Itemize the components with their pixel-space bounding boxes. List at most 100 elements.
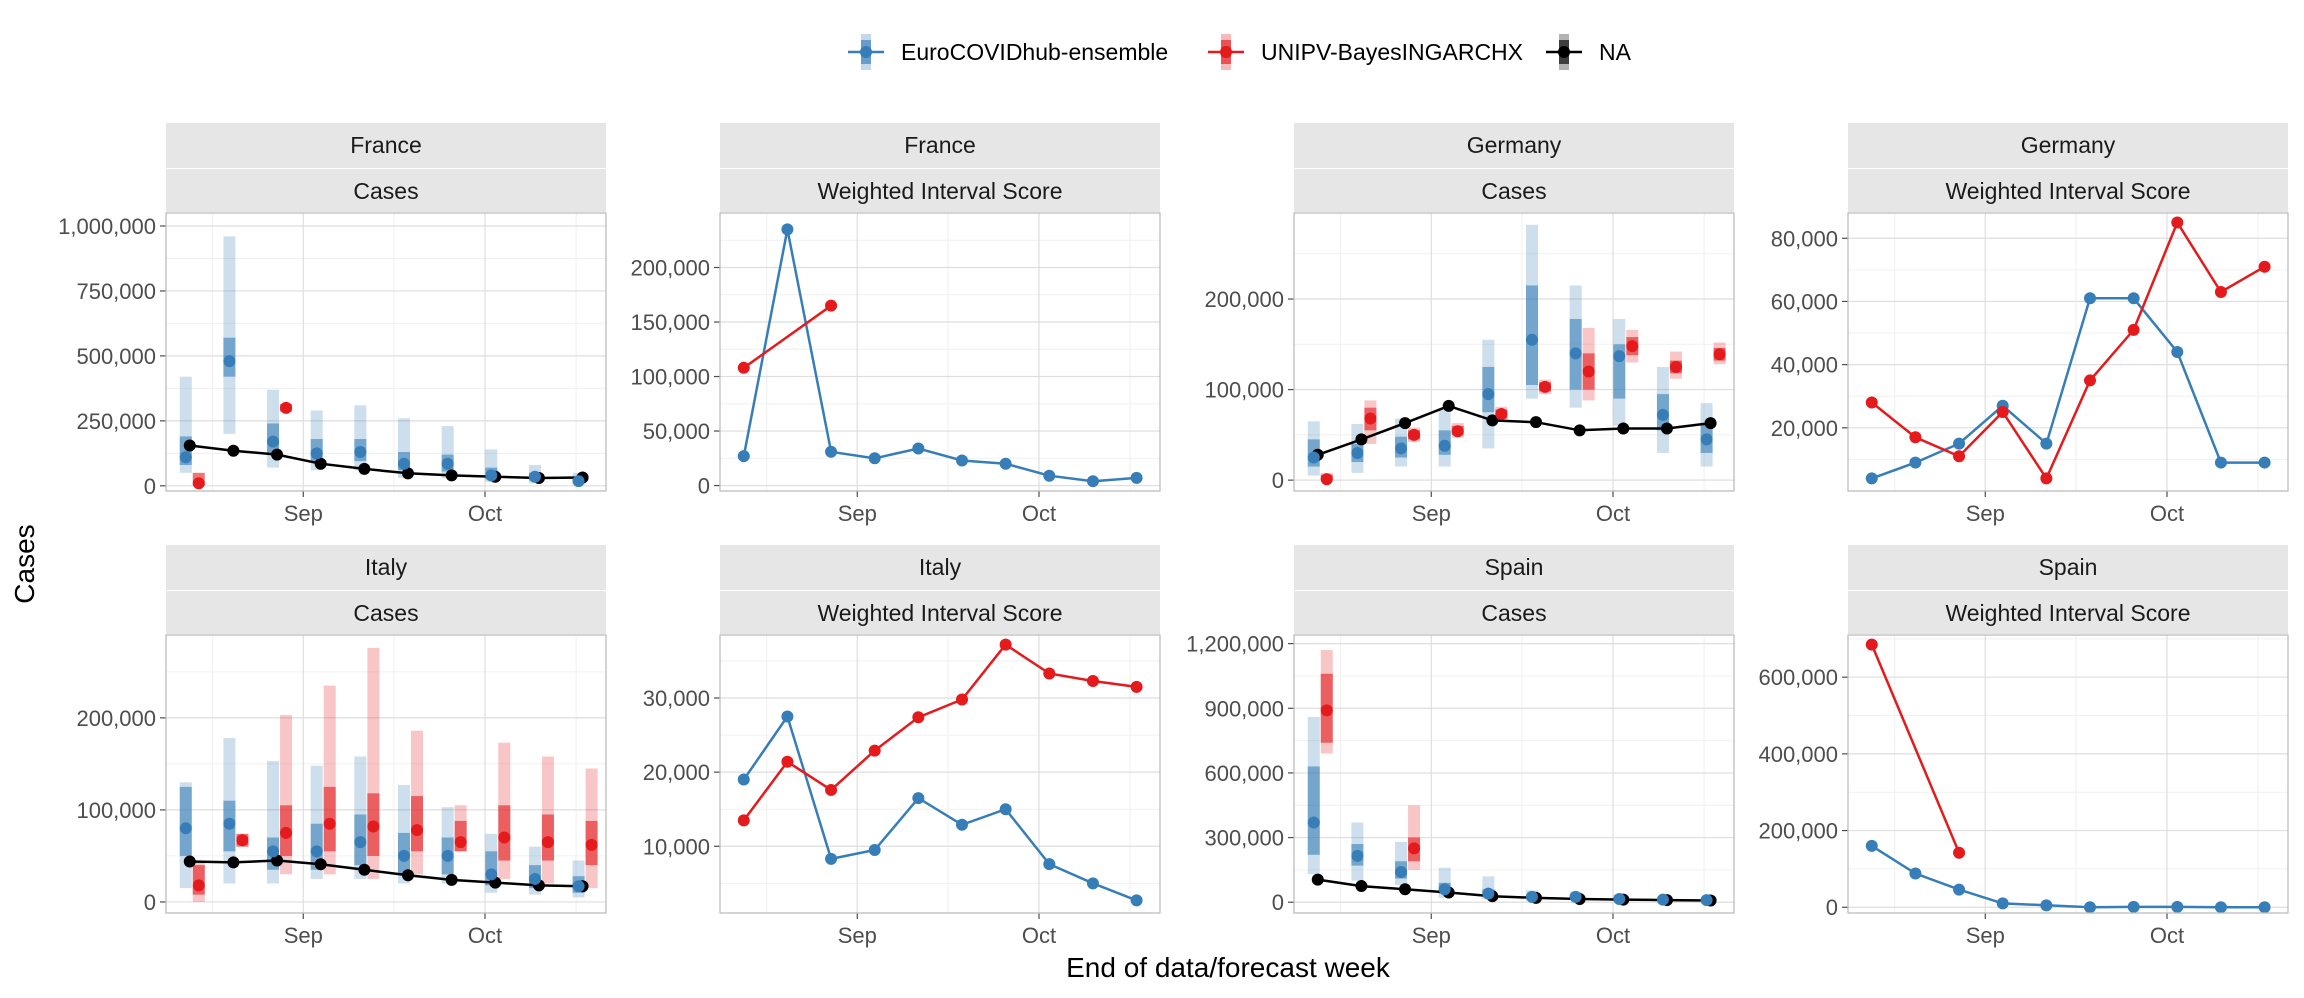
plot-data — [737, 638, 1143, 907]
strip-location: Germany — [1467, 132, 1562, 158]
unipv-bayesingarchx-point — [2258, 260, 2271, 273]
observed-point — [1660, 422, 1673, 435]
eurocovidhub-ensemble-point — [737, 450, 750, 463]
eurocovidhub-ensemble-point — [1043, 858, 1056, 871]
eurocovidhub-ensemble-median-point — [1526, 333, 1538, 346]
unipv-bayesingarchx-line — [742, 642, 1137, 822]
eurocovidhub-ensemble-median-point — [441, 849, 454, 862]
unipv-bayesingarchx-median-point — [280, 826, 293, 839]
legend-key-point — [1558, 46, 1570, 58]
unipv-bayesingarchx-point — [1086, 674, 1099, 687]
legend-item-eurocovidhub-ensemble: EuroCOVIDhub-ensemble — [848, 34, 1168, 70]
strip-background — [1294, 545, 1734, 590]
y-tick-label: 100,000 — [76, 798, 156, 823]
unipv-bayesingarchx-median-point — [1364, 412, 1377, 425]
unipv-bayesingarchx-median-point — [192, 477, 205, 490]
unipv-bayesingarchx-median-point — [1408, 842, 1421, 855]
observed-line — [189, 859, 583, 888]
eurocovidhub-ensemble-point — [868, 843, 881, 856]
strip-location: France — [904, 132, 976, 158]
eurocovidhub-ensemble-point — [2214, 456, 2227, 469]
legend-key-point — [1220, 46, 1232, 58]
eurocovidhub-ensemble-median-point — [1351, 446, 1364, 459]
plot-background — [1848, 635, 2288, 913]
eurocovidhub-ensemble-point — [1086, 475, 1099, 488]
strip-location: Italy — [365, 554, 408, 580]
panel-border — [1293, 634, 1735, 914]
eurocovidhub-ensemble-median-point — [1395, 442, 1408, 455]
unipv-bayesingarchx-point — [781, 755, 794, 768]
unipv-bayesingarchx-median-point — [192, 879, 205, 892]
eurocovidhub-ensemble-median-point — [1482, 388, 1495, 401]
strip-target: Weighted Interval Score — [817, 600, 1062, 626]
unipv-bayesingarchx-median-point — [1320, 473, 1333, 486]
y-tick-label: 80,000 — [1771, 226, 1838, 251]
observed-point — [1399, 417, 1412, 430]
eurocovidhub-ensemble-point — [2214, 901, 2227, 913]
observed-point — [402, 869, 414, 882]
observed-point — [1399, 883, 1412, 896]
eurocovidhub-ensemble-line — [742, 229, 1137, 483]
strip-background — [720, 591, 1160, 634]
strip-background — [1294, 591, 1734, 634]
strip-background — [1294, 169, 1734, 212]
y-axis-title: Cases — [9, 524, 40, 603]
unipv-bayesingarchx-point — [1953, 450, 1966, 463]
plot-background — [720, 213, 1160, 491]
eurocovidhub-ensemble-median-point — [267, 845, 280, 858]
eurocovidhub-ensemble-median-point — [1307, 451, 1320, 464]
eurocovidhub-ensemble-median-point — [1482, 887, 1495, 900]
eurocovidhub-ensemble-point — [1130, 894, 1143, 907]
unipv-bayesingarchx-point — [1865, 396, 1878, 409]
x-tick-label: Sep — [838, 923, 877, 948]
x-tick-label: Oct — [1596, 501, 1630, 526]
unipv-bayesingarchx-line — [1871, 219, 2266, 481]
eurocovidhub-ensemble-median-point — [267, 435, 280, 448]
observed-point — [1311, 873, 1324, 886]
unipv-bayesingarchx-median-point — [541, 836, 554, 849]
x-tick-label: Sep — [1412, 501, 1451, 526]
plot-data — [179, 647, 598, 902]
panel-border — [1293, 212, 1735, 492]
unipv-bayesingarchx-point — [2084, 374, 2096, 387]
eurocovidhub-ensemble-line — [1871, 844, 2265, 909]
legend: EuroCOVIDhub-ensemble UNIPV-BayesINGARCHX… — [848, 34, 1632, 70]
observed-point — [1704, 417, 1717, 430]
strip-background — [720, 169, 1160, 212]
strip-target: Cases — [1481, 178, 1546, 204]
unipv-bayesingarchx-median-point — [1408, 428, 1421, 441]
y-tick-label: 0 — [698, 474, 710, 499]
eurocovidhub-ensemble-point — [2127, 292, 2140, 305]
y-tick-label: 50,000 — [643, 419, 710, 444]
x-tick-label: Sep — [1966, 923, 2005, 948]
eurocovidhub-ensemble-median-point — [1700, 433, 1713, 446]
strip-background — [1848, 123, 2288, 168]
eurocovidhub-ensemble-point — [1043, 469, 1056, 482]
eurocovidhub-ensemble-point — [1909, 456, 1922, 469]
eurocovidhub-ensemble-point — [1953, 437, 1966, 450]
strip-background — [1294, 123, 1734, 168]
eurocovidhub-ensemble-point — [825, 445, 838, 458]
panel-italy-weighted-interval-score: Italy Weighted Interval Score 10,000 20,000… — [643, 545, 1161, 948]
eurocovidhub-ensemble-point — [912, 792, 925, 805]
eurocovidhub-ensemble-median-point — [354, 836, 367, 849]
eurocovidhub-ensemble-median-point — [223, 355, 236, 368]
observed-point — [445, 873, 458, 886]
unipv-bayesingarchx-point — [825, 299, 838, 312]
x-tick-label: Sep — [1412, 923, 1451, 948]
eurocovidhub-ensemble-median-point — [1613, 892, 1626, 905]
eurocovidhub-ensemble-point — [825, 852, 838, 865]
unipv-bayesingarchx-point — [1953, 846, 1966, 859]
unipv-bayesingarchx-median-point — [1539, 380, 1551, 393]
plot-data — [737, 223, 1143, 488]
y-tick-label: 200,000 — [76, 706, 156, 731]
eurocovidhub-ensemble-point — [1909, 867, 1922, 880]
unipv-bayesingarchx-point — [868, 744, 881, 757]
eurocovidhub-ensemble-median-point — [528, 470, 541, 483]
strip-background — [720, 545, 1160, 590]
eurocovidhub-ensemble-median-point — [1351, 849, 1364, 862]
y-tick-label: 100,000 — [1204, 378, 1284, 403]
observed-point — [183, 439, 196, 452]
strip-location: France — [350, 132, 422, 158]
panel-border — [165, 634, 607, 914]
